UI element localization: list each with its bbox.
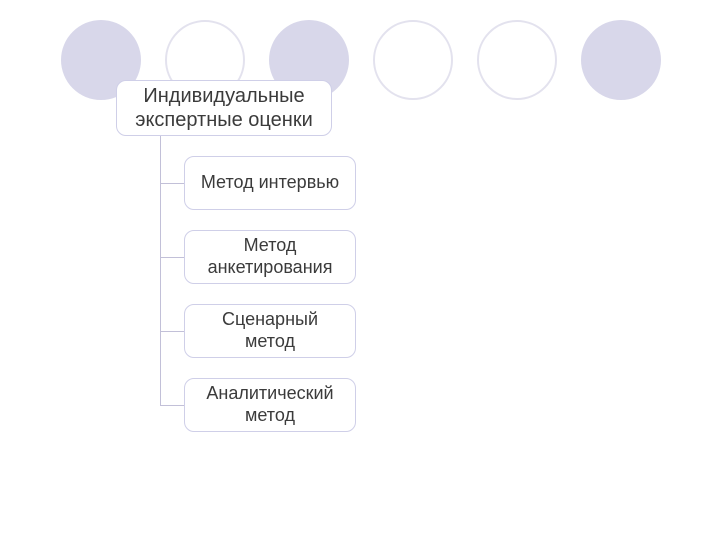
connector-trunk xyxy=(160,136,161,405)
node-label: Индивидуальные экспертные оценки xyxy=(127,84,321,132)
tree-root-node: Индивидуальные экспертные оценки xyxy=(116,80,332,136)
node-label: Сценарный метод xyxy=(195,309,345,352)
connector-elbow xyxy=(160,405,184,406)
tree-child-node: Метод интервью xyxy=(184,156,356,210)
tree-child-node: Аналитический метод xyxy=(184,378,356,432)
node-label: Метод интервью xyxy=(201,172,339,194)
bg-circle xyxy=(477,20,557,100)
bg-circle xyxy=(581,20,661,100)
diagram-stage: { "canvas": { "width": 720, "height": 54… xyxy=(0,0,720,540)
connector-elbow xyxy=(160,331,184,332)
tree-child-node: Сценарный метод xyxy=(184,304,356,358)
node-label: Метод анкетирования xyxy=(195,235,345,278)
node-label: Аналитический метод xyxy=(195,383,345,426)
connector-elbow xyxy=(160,257,184,258)
connector-elbow xyxy=(160,183,184,184)
tree-child-node: Метод анкетирования xyxy=(184,230,356,284)
bg-circle xyxy=(373,20,453,100)
